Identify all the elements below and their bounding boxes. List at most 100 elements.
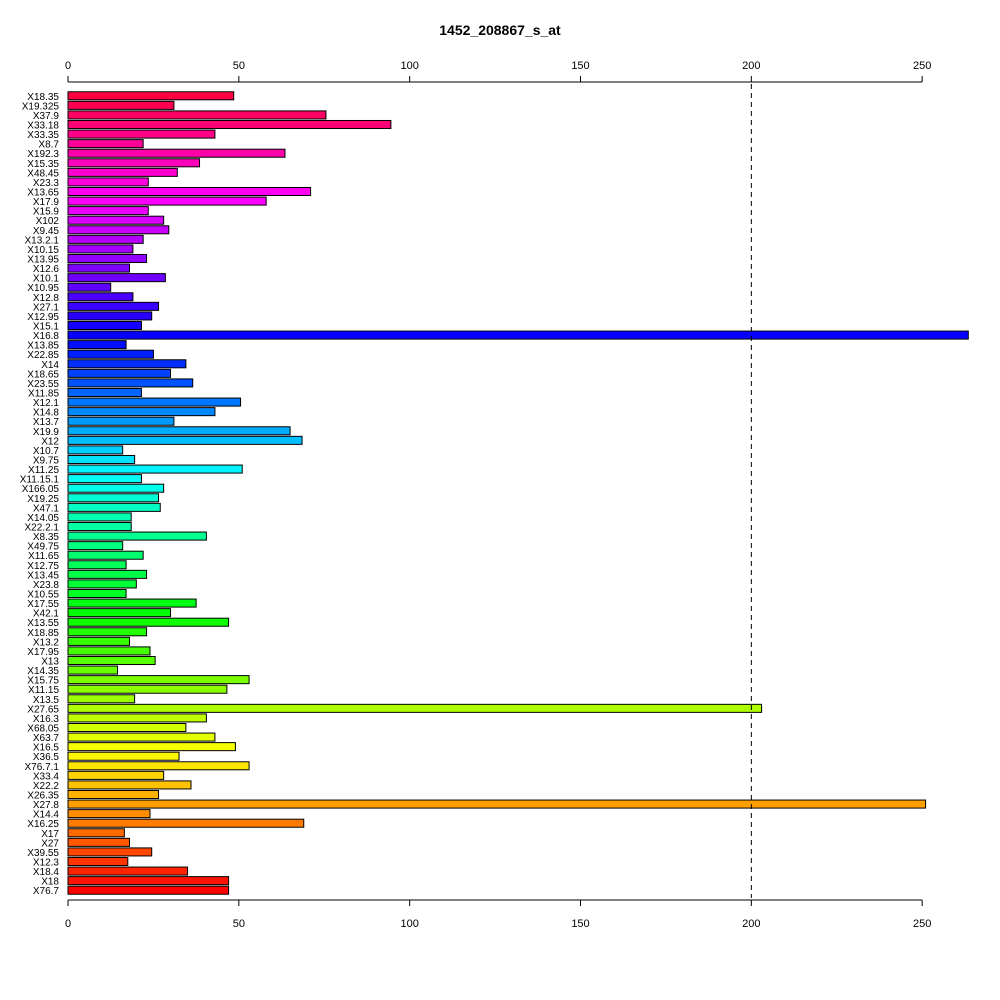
bar [67, 675, 250, 685]
category-label: X16.3 [33, 714, 60, 725]
category-label: X27.65 [27, 704, 59, 715]
bar [67, 598, 197, 608]
bar [67, 416, 175, 426]
bar [67, 665, 119, 675]
bar [67, 828, 125, 838]
x-axis-bottom-tick-label: 250 [913, 918, 931, 930]
bar [67, 713, 207, 723]
category-label: X47.1 [33, 503, 60, 514]
bar [67, 387, 142, 398]
bar [67, 608, 171, 618]
category-label: X33.35 [27, 130, 59, 141]
bar [67, 91, 235, 101]
bar [67, 521, 132, 532]
category-label: X12.75 [27, 561, 59, 572]
bar [67, 225, 170, 235]
bar [67, 407, 216, 417]
bar [67, 742, 236, 752]
bar [67, 799, 927, 809]
category-label: X16.5 [33, 743, 60, 754]
bar [67, 751, 180, 761]
category-label: X10.55 [27, 590, 59, 601]
category-label: X17.55 [27, 599, 59, 610]
category-label: X17 [41, 829, 59, 840]
category-label: X12.6 [33, 264, 60, 275]
category-label: X13.55 [27, 618, 59, 629]
x-axis-top-tick-label: 150 [571, 60, 589, 72]
category-label: X63.7 [33, 733, 60, 744]
category-label: X13.65 [27, 188, 59, 199]
bar [67, 789, 160, 800]
category-label: X15.75 [27, 676, 59, 687]
bar [67, 588, 127, 599]
x-axis-bottom-tick-label: 150 [571, 918, 589, 930]
category-label: X23.55 [27, 379, 59, 390]
category-label: X17.9 [33, 197, 60, 208]
bar [67, 474, 142, 484]
bar [67, 780, 192, 790]
bar [67, 177, 149, 187]
bar [67, 627, 148, 637]
x-axis-top-tick-label: 0 [65, 60, 71, 72]
bar [67, 435, 303, 445]
category-label: X26.35 [27, 791, 59, 802]
bar [67, 368, 171, 378]
category-label: X11.15.1 [20, 475, 60, 486]
bar [67, 847, 153, 857]
category-label: X76.7 [33, 886, 60, 897]
category-label: X10.15 [27, 245, 59, 256]
category-label: X8.7 [38, 140, 59, 151]
category-label: X19.9 [33, 427, 60, 438]
x-axis-bottom-tick-label: 100 [400, 918, 418, 930]
category-label: X18.65 [27, 369, 59, 380]
category-label: X8.35 [33, 532, 60, 543]
category-label: X15.35 [27, 159, 59, 170]
category-label: X16.25 [27, 819, 59, 830]
category-label: X19.325 [22, 101, 60, 112]
category-label: X13.2.1 [25, 235, 60, 246]
bar [67, 809, 151, 819]
bar [67, 263, 130, 273]
bar [67, 148, 286, 158]
category-label: X48.45 [27, 168, 59, 179]
bar [67, 761, 250, 771]
bar [67, 139, 144, 149]
category-label: X36.5 [33, 752, 60, 763]
category-label: X18.85 [27, 628, 59, 639]
category-label: X13.85 [27, 341, 59, 352]
category-label: X22.2.1 [25, 523, 60, 534]
category-label: X11.25 [28, 465, 59, 476]
bar [67, 273, 166, 283]
bar [67, 119, 392, 130]
bar [67, 694, 136, 704]
category-label: X11.85 [28, 389, 59, 400]
bar [67, 206, 149, 216]
bar [67, 445, 124, 455]
bar [67, 454, 136, 465]
category-label: X12.95 [27, 312, 59, 323]
x-axis-top-tick-label: 200 [742, 60, 760, 72]
x-axis-top-tick-label: 50 [233, 60, 245, 72]
x-axis-top-tick-label: 100 [400, 60, 418, 72]
category-label: X166.05 [22, 484, 60, 495]
bar [67, 560, 127, 570]
bar [67, 196, 267, 206]
category-label: X12.1 [33, 398, 60, 409]
category-label: X39.55 [27, 848, 59, 859]
bar [67, 684, 228, 694]
bar [67, 512, 132, 522]
bar [67, 320, 142, 331]
category-label: X13.45 [27, 570, 59, 581]
bar [67, 311, 153, 321]
bar [67, 349, 154, 359]
bar [67, 703, 763, 713]
x-axis-top-tick-label: 250 [913, 60, 931, 72]
category-label: X27.8 [33, 800, 60, 811]
category-label: X13.7 [33, 417, 60, 428]
category-label: X17.95 [27, 647, 59, 658]
bar [67, 244, 134, 254]
category-label: X23.3 [33, 178, 60, 189]
x-axis-bottom-tick-label: 50 [233, 918, 245, 930]
category-label: X10.1 [33, 274, 60, 285]
